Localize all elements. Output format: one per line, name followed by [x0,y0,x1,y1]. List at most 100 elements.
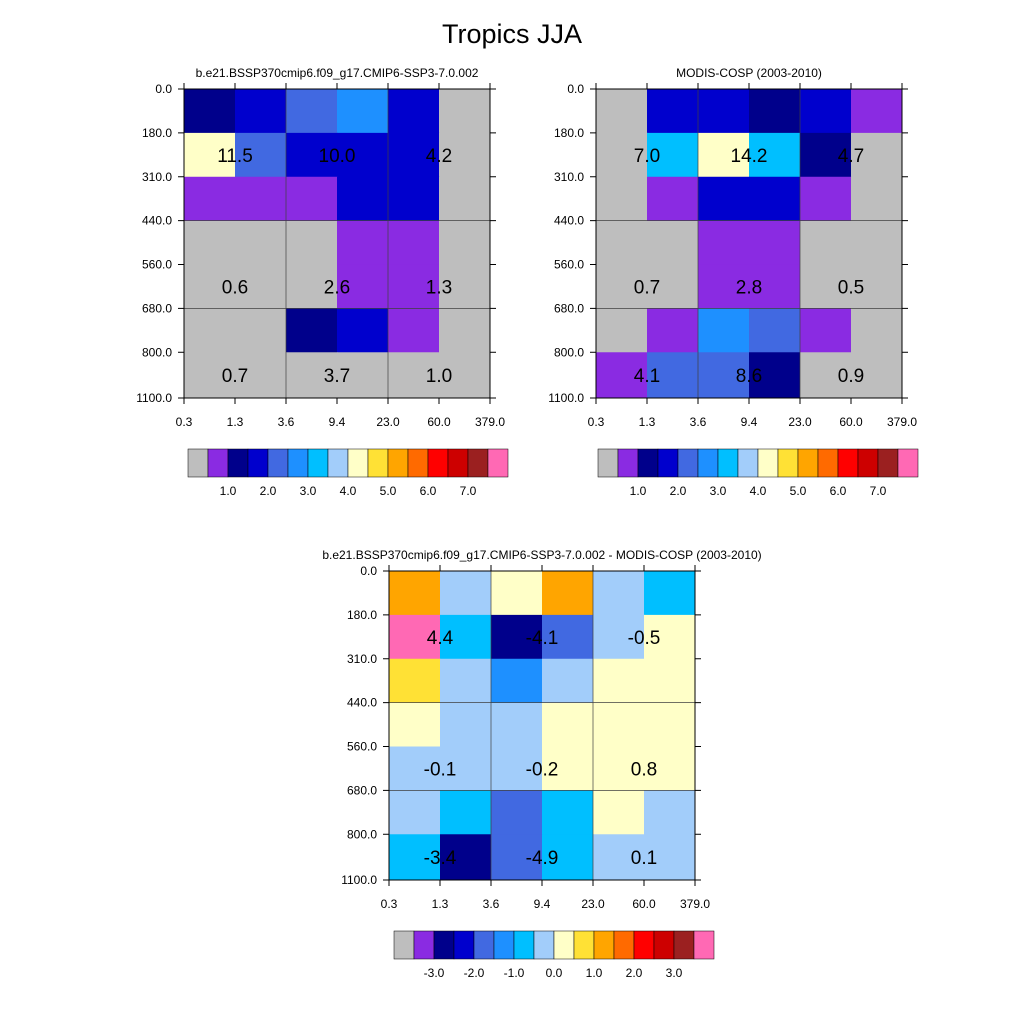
colorbar-swatch [187,448,209,478]
heatmap-cell [851,264,903,309]
heatmap-cell [542,571,594,616]
heatmap-cell [491,614,543,660]
heatmap-cell [388,220,440,266]
heatmap-cell [542,746,594,791]
heatmap-cell [647,176,699,222]
heatmap-cell [851,89,903,134]
colorbar-label: 7.0 [870,484,887,498]
colorbar-swatch [487,448,509,478]
colorbar-swatch [407,448,429,478]
cell-value-label: 4.1 [634,366,660,387]
panel-title: b.e21.BSSP370cmip6.f09_g17.CMIP6-SSP3-7.… [322,548,761,562]
heatmap-cell [698,132,750,178]
colorbar-label: 3.0 [710,484,727,498]
panel-title: MODIS-COSP (2003-2010) [676,66,822,80]
cell-value-label: 3.7 [324,366,350,387]
heatmap-cell [184,176,236,222]
heatmap-cell [491,834,543,881]
heatmap-cell [749,89,801,134]
y-tick-label: 800.0 [347,827,377,841]
heatmap-cell [596,132,648,178]
colorbar-swatch [387,448,409,478]
colorbar-swatch [593,930,615,960]
heatmap-cell [749,308,801,353]
heatmap-cell [337,308,389,353]
heatmap-cell [439,308,491,353]
colorbar-swatch [447,448,469,478]
colorbar-swatch [327,448,349,478]
heatmap-cell [593,834,645,881]
x-tick-label: 1.3 [432,897,449,911]
heatmap-cell [542,790,594,835]
heatmap-cell [644,834,696,881]
cell-value-label: 2.6 [324,277,350,298]
heatmap-cell [286,132,338,178]
colorbar: 1.0 2.0 3.0 4.0 5.0 6.0 7.0 [187,448,509,498]
colorbar-swatch [413,930,435,960]
heatmap-cell [235,176,287,222]
colorbar-label: 1.0 [630,484,647,498]
heatmap-cell [439,264,491,309]
colorbar-label: 1.0 [220,484,237,498]
heatmap-cell [337,264,389,309]
cell-value-label: 0.7 [634,277,660,298]
colorbar-swatch [433,930,455,960]
heatmap-cell [440,702,492,748]
heatmap-cell [389,658,441,704]
heatmap-cell [491,571,543,616]
cell-value-label: 0.7 [222,366,248,387]
x-tick-label: 9.4 [741,415,758,429]
colorbar-swatch [677,448,699,478]
heatmap-cell [644,790,696,835]
x-tick-label: 3.6 [483,897,500,911]
heatmap-cell [388,352,440,399]
heatmap-cell [749,220,801,266]
y-tick-label: 800.0 [142,345,172,359]
x-tick-label: 379.0 [680,897,710,911]
colorbar-swatch [697,448,719,478]
colorbar-swatch [693,930,715,960]
cell-value-label: 2.8 [736,277,762,298]
heatmap-cell [647,89,699,134]
cell-value-label: 4.7 [838,146,864,167]
heatmap-cell [439,132,491,178]
y-tick-label: 680.0 [347,783,377,797]
x-tick-label: 3.6 [690,415,707,429]
colorbar-swatch [533,930,555,960]
heatmap-cell [389,790,441,835]
heatmap-cell [593,746,645,791]
y-tick-label: 0.0 [155,82,172,96]
heatmap-cell [389,746,441,791]
heatmap-cell [388,89,440,134]
colorbar-label: 3.0 [300,484,317,498]
y-tick-label: 560.0 [142,258,172,272]
colorbar-swatch [247,448,269,478]
heatmap-cell [337,176,389,222]
x-tick-label: 0.3 [588,415,605,429]
colorbar-label: 2.0 [670,484,687,498]
colorbar-swatch [673,930,695,960]
heatmap-cell [337,89,389,134]
colorbar-label: -3.0 [424,966,445,980]
heatmap-cell [235,89,287,134]
y-tick-label: 1100.0 [341,873,377,887]
colorbar-label: 1.0 [586,966,603,980]
cell-value-label: 11.5 [217,146,253,167]
heatmap-cell [439,89,491,134]
heatmap-cell [542,658,594,704]
colorbar-swatch [367,448,389,478]
main-title: Tropics JJA [442,19,582,49]
y-tick-label: 310.0 [347,652,377,666]
heatmap-cell [593,571,645,616]
heatmap-cell [440,571,492,616]
heatmap-cell [800,308,852,353]
y-tick-label: 1100.0 [136,391,172,405]
y-tick-label: 0.0 [567,82,584,96]
y-tick-label: 310.0 [142,170,172,184]
cell-value-label: -0.5 [628,628,661,649]
cell-value-label: 10.0 [319,146,356,167]
cell-value-label: 0.5 [838,277,864,298]
heatmap-cell [542,834,594,881]
heatmap-cell [440,834,492,881]
